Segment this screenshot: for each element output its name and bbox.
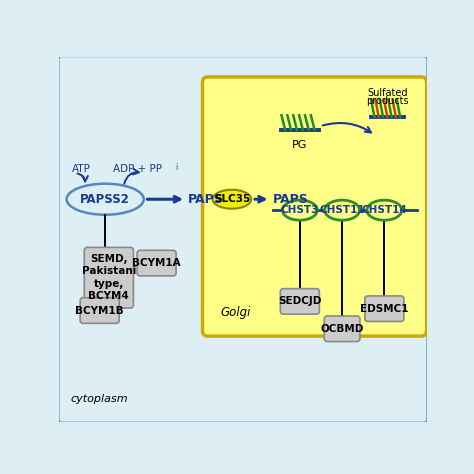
Text: cytoplasm: cytoplasm	[70, 394, 128, 404]
Ellipse shape	[213, 190, 251, 209]
Text: SEMD,
Pakistani
type,
BCYM4: SEMD, Pakistani type, BCYM4	[82, 254, 136, 301]
FancyBboxPatch shape	[324, 316, 360, 342]
Text: EDSMC1: EDSMC1	[360, 304, 409, 314]
Text: Golgi: Golgi	[221, 306, 251, 319]
Text: CHST14: CHST14	[362, 205, 407, 215]
Ellipse shape	[325, 200, 360, 220]
Text: PG: PG	[292, 140, 308, 150]
Text: SEDCJD: SEDCJD	[278, 296, 321, 306]
Ellipse shape	[283, 200, 317, 220]
Text: ATP: ATP	[72, 164, 91, 174]
Text: SLC35: SLC35	[214, 194, 250, 204]
Text: OCBMD: OCBMD	[320, 324, 364, 334]
Text: PAPS: PAPS	[188, 193, 224, 206]
FancyBboxPatch shape	[58, 56, 428, 423]
FancyBboxPatch shape	[365, 296, 404, 321]
Text: CHST3: CHST3	[281, 205, 319, 215]
Ellipse shape	[66, 184, 144, 215]
FancyBboxPatch shape	[80, 298, 119, 323]
Text: products: products	[366, 96, 409, 106]
Text: ADP + PP: ADP + PP	[112, 164, 162, 174]
FancyBboxPatch shape	[84, 247, 133, 308]
Text: BCYM1B: BCYM1B	[75, 306, 124, 316]
Text: CHST11: CHST11	[319, 205, 365, 215]
FancyBboxPatch shape	[137, 250, 176, 276]
FancyBboxPatch shape	[202, 77, 427, 336]
Text: Sulfated: Sulfated	[367, 88, 408, 98]
Text: i: i	[175, 163, 177, 172]
FancyBboxPatch shape	[280, 289, 319, 314]
Text: BCYM1A: BCYM1A	[132, 258, 181, 268]
Text: PAPS: PAPS	[273, 193, 309, 206]
Ellipse shape	[367, 200, 402, 220]
Text: PAPSS2: PAPSS2	[80, 193, 130, 206]
